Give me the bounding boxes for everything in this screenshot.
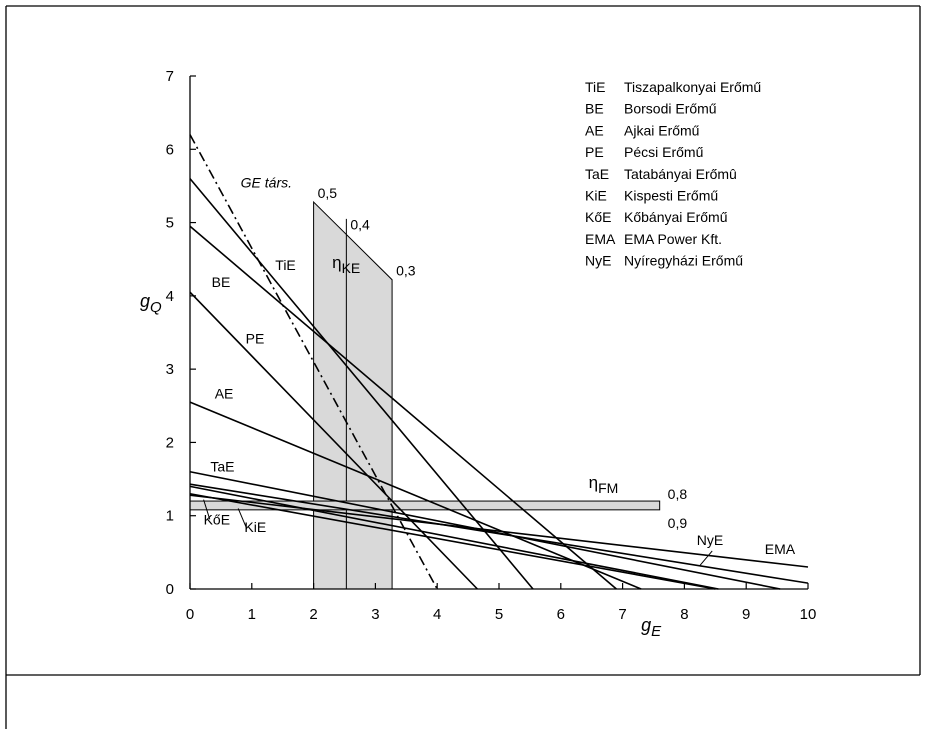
y-axis-title: gQ [140,291,162,316]
eta-ke-label: ηKE [332,253,360,276]
eta-fm-label: ηFM [589,473,619,496]
y-tick-label-5: 5 [166,215,174,232]
legend-name-5: Kispesti Erőmű [624,188,718,204]
legend-name-4: Tatabányai Erőmû [624,166,737,182]
eta-fm-label-main: η [589,473,598,492]
y-tick-label-1: 1 [166,508,174,525]
legend-name-3: Pécsi Erőmű [624,144,704,160]
legend-abbr-3: PE [585,144,604,160]
x-tick-label-7: 7 [618,606,626,623]
series-label-3: AE [215,385,234,401]
y-tick-label-3: 3 [166,361,174,378]
legend-name-0: Tiszapalkonyai Erőmű [624,79,761,95]
x-axis-title-sub: E [651,623,662,640]
koe-leader [203,499,211,520]
series-line-6 [189,492,716,590]
series-label-5: KiE [244,519,266,535]
y-tick-label-7: 7 [166,68,174,85]
series-label-4: TaE [210,459,234,475]
legend-name-2: Ajkai Erőmű [624,122,700,138]
y-tick-label-6: 6 [166,141,174,158]
legend-abbr-1: BE [585,101,604,117]
series-line-7 [189,494,809,568]
x-tick-label-5: 5 [495,606,503,623]
legend-name-7: EMA Power Kft. [624,231,722,247]
y-axis-title-main: g [140,291,150,311]
x-tick-label-4: 4 [433,606,441,623]
x-axis-title: gE [641,615,662,640]
legend-abbr-4: TaE [585,166,609,182]
series-label-6: KőE [204,512,230,528]
x-tick-label-3: 3 [371,606,379,623]
legend-abbr-5: KiE [585,188,607,204]
series-line-2 [189,291,478,590]
series-line-4 [189,470,781,590]
legend-abbr-0: TiE [585,79,605,95]
y-tick-label-0: 0 [166,581,174,598]
kie-leader [237,508,248,530]
legend-abbr-7: EMA [585,231,616,247]
x-tick-label-9: 9 [742,606,750,623]
x-tick-label-8: 8 [680,606,688,623]
legend: TiE Tiszapalkonyai Erőmű BE Borsodi Erőmű AE… [585,79,761,269]
y-tick-label-4: 4 [166,288,174,305]
y-tick-label-2: 2 [166,434,174,451]
series-label-7: EMA [765,541,796,557]
series-label-9: GE társ. [241,174,292,190]
series-line-9 [189,134,438,590]
nye-leader [699,550,713,566]
eta-ke-value-label-2: 0,3 [396,263,416,279]
eta-fm-value-label-0: 0,8 [668,486,688,502]
x-axis-title-main: g [641,615,651,635]
x-tick-label-10: 10 [800,606,817,623]
series-line-3 [189,401,642,590]
x-tick-label-1: 1 [248,606,256,623]
x-tick-label-2: 2 [309,606,317,623]
y-axis-title-sub: Q [150,299,162,316]
eta-ke-label-sub: KE [342,260,361,276]
eta-ke-value-label-0: 0,5 [318,185,338,201]
series-label-0: TiE [275,257,295,273]
series-line-8 [189,483,809,584]
x-tick-label-6: 6 [557,606,565,623]
series-label-8: NyE [697,532,723,548]
series-label-2: PE [246,330,265,346]
series-label-1: BE [212,274,231,290]
eta-fm-value-label-1: 0,9 [668,515,688,531]
legend-abbr-6: KőE [585,209,611,225]
eta-fm-band [189,500,661,511]
x-tick-label-0: 0 [186,606,194,623]
legend-name-1: Borsodi Erőmű [624,101,717,117]
eta-ke-value-label-1: 0,4 [350,217,370,233]
legend-name-6: Kőbányai Erőmű [624,209,728,225]
legend-name-8: Nyíregyházi Erőmű [624,253,743,269]
legend-abbr-2: AE [585,122,604,138]
legend-abbr-8: NyE [585,253,611,269]
series-line-5 [189,485,719,590]
eta-fm-label-sub: FM [598,480,618,496]
labels-layer: 0,50,40,3ηKE0,80,9ηFMTiEBEPEAETaEKiEKőEE… [203,174,796,566]
series-layer [189,134,809,590]
eta-ke-label-main: η [332,253,341,272]
series-line-1 [189,225,617,590]
